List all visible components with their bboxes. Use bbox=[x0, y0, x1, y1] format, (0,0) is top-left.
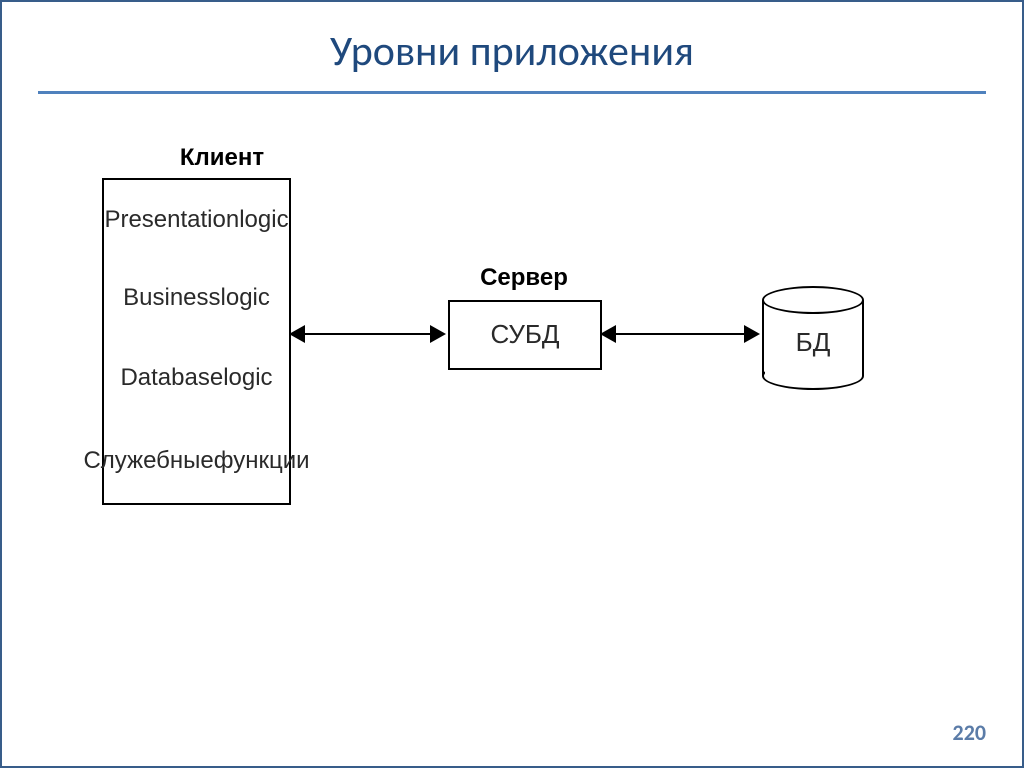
client-cell-2: Databaselogic bbox=[102, 338, 291, 420]
page-title: Уровни приложения bbox=[2, 26, 1022, 77]
edge-1-arrow-left bbox=[600, 325, 616, 343]
server-box: СУБД bbox=[448, 300, 602, 370]
slide-frame: Уровни приложения Клиент Presentationlogi… bbox=[0, 0, 1024, 768]
edge-1 bbox=[616, 333, 746, 335]
client-cell-1: Businesslogic bbox=[102, 258, 291, 340]
architecture-diagram: Клиент PresentationlogicBusinesslogicData… bbox=[2, 2, 1024, 768]
title-rule bbox=[38, 91, 986, 94]
server-label: Сервер bbox=[464, 264, 584, 292]
database-cylinder: БД bbox=[762, 286, 864, 390]
client-cell-3: Служебныефункции bbox=[102, 418, 291, 505]
edge-1-arrow-right bbox=[744, 325, 760, 343]
edge-0-arrow-right bbox=[430, 325, 446, 343]
client-cell-0: Presentationlogic bbox=[102, 178, 291, 262]
edge-0 bbox=[305, 333, 432, 335]
client-label: Клиент bbox=[162, 144, 282, 172]
page-number: 220 bbox=[953, 719, 986, 746]
database-label: БД bbox=[762, 327, 864, 358]
edge-0-arrow-left bbox=[289, 325, 305, 343]
